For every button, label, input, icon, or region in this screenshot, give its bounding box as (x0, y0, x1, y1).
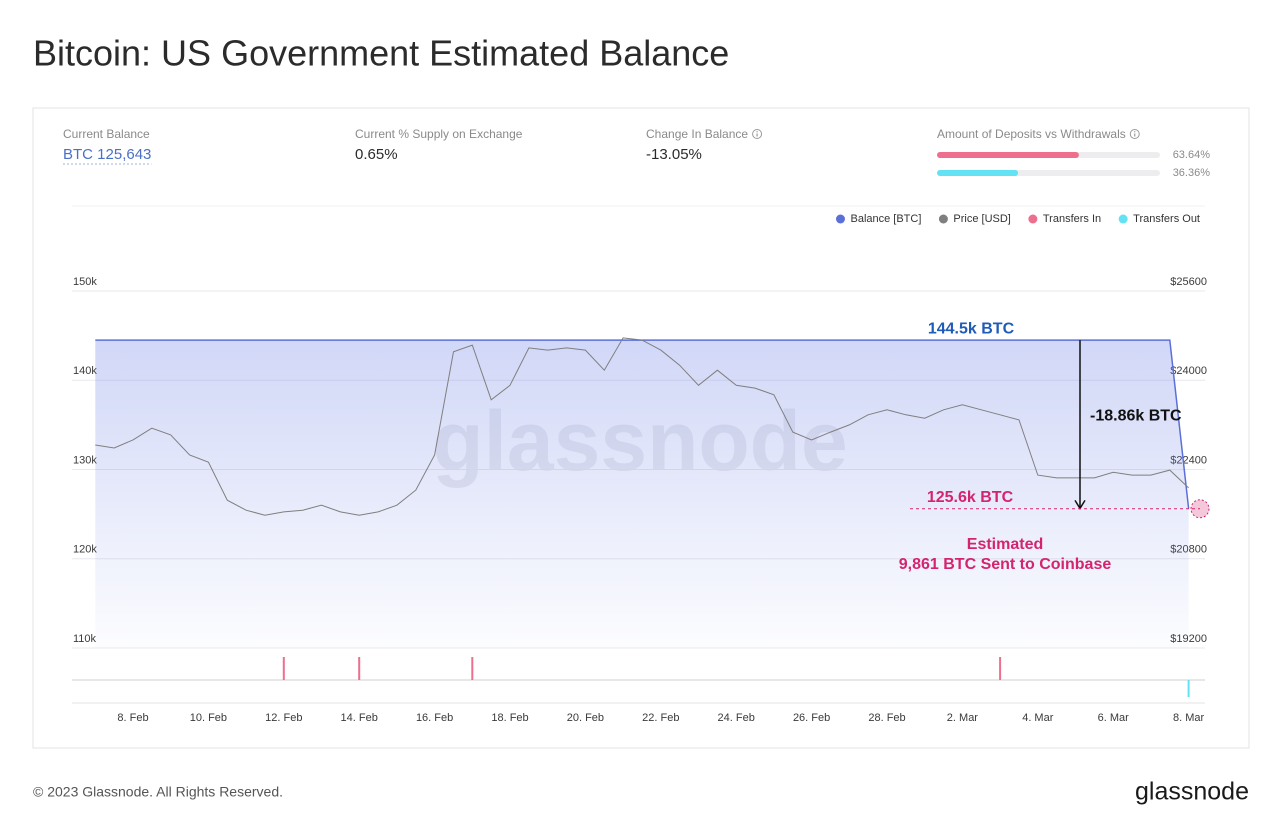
y-tick-label: 140k (73, 365, 97, 377)
annotation: Estimated (967, 536, 1043, 553)
x-tick-label: 2. Mar (947, 712, 979, 724)
balance-area (95, 340, 1189, 648)
legend-label: Transfers In (1043, 213, 1101, 225)
legend-swatch (1118, 214, 1128, 224)
x-tick-label: 10. Feb (190, 712, 227, 724)
x-tick-label: 24. Feb (718, 712, 755, 724)
stat-label: Current % Supply on Exchange (355, 127, 523, 141)
annotation: -18.86k BTC (1090, 407, 1182, 424)
info-icon (752, 129, 763, 139)
info-icon (1129, 129, 1140, 139)
y-tick-label: 120k (73, 544, 97, 556)
x-tick-label: 16. Feb (416, 712, 453, 724)
x-tick-label: 20. Feb (567, 712, 604, 724)
annotation: 9,861 BTC Sent to Coinbase (899, 556, 1112, 573)
x-tick-label: 8. Mar (1173, 712, 1205, 724)
flow-bar (937, 170, 1019, 176)
stat-label: Change In Balance (646, 127, 748, 141)
y-tick-label: 110k (73, 633, 97, 645)
flow-value: 63.64% (1173, 149, 1211, 161)
y2-tick-label: $25600 (1170, 276, 1207, 288)
x-tick-label: 22. Feb (642, 712, 679, 724)
stat-value: BTC 125,643 (63, 146, 151, 163)
brand-logo: glassnode (1135, 778, 1249, 806)
transfer-bar (282, 657, 285, 680)
stat-value: -13.05% (646, 146, 702, 163)
x-tick-label: 14. Feb (341, 712, 378, 724)
stat-label: Current Balance (63, 127, 150, 141)
flows-label: Amount of Deposits vs Withdrawals (937, 127, 1126, 141)
legend-swatch (835, 214, 845, 224)
x-tick-label: 18. Feb (491, 712, 528, 724)
transfer-bar (999, 657, 1002, 680)
annotation: 125.6k BTC (927, 489, 1014, 506)
legend-label: Transfers Out (1133, 213, 1200, 225)
copyright: © 2023 Glassnode. All Rights Reserved. (33, 784, 283, 800)
legend-label: Price [USD] (953, 213, 1010, 225)
info-icon (1134, 131, 1136, 133)
stat-value: 0.65% (355, 146, 398, 163)
legend-label: Balance [BTC] (850, 213, 921, 225)
x-tick-label: 6. Mar (1098, 712, 1130, 724)
page-title: Bitcoin: US Government Estimated Balance (33, 33, 729, 74)
price-line (95, 337, 1189, 516)
transfer-bar (471, 657, 474, 680)
annotation: 144.5k BTC (928, 320, 1015, 337)
annotation-marker (1190, 499, 1210, 519)
x-tick-label: 12. Feb (265, 712, 302, 724)
transfer-bar (1187, 680, 1190, 697)
legend-swatch (938, 214, 948, 224)
x-tick-label: 4. Mar (1022, 712, 1054, 724)
legend-swatch (1028, 214, 1038, 224)
x-tick-label: 28. Feb (868, 712, 905, 724)
y2-tick-label: $24000 (1170, 365, 1207, 377)
flow-bar (937, 152, 1079, 158)
y-tick-label: 150k (73, 276, 97, 288)
transfer-bar (358, 657, 361, 680)
flow-value: 36.36% (1173, 167, 1211, 179)
info-icon (756, 131, 758, 133)
x-tick-label: 8. Feb (117, 712, 148, 724)
x-tick-label: 26. Feb (793, 712, 830, 724)
y-tick-label: 130k (73, 454, 97, 466)
